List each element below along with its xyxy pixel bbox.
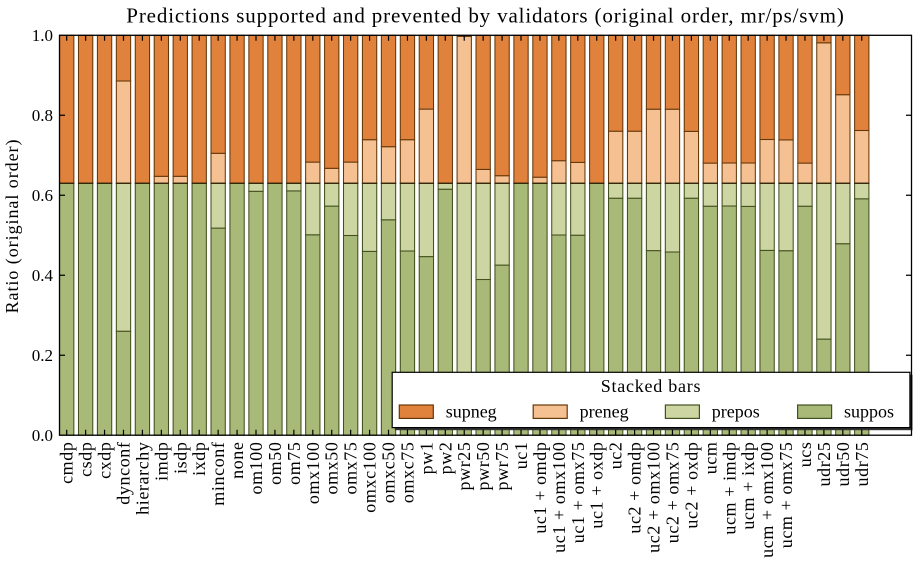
svg-text:pwr50: pwr50 <box>473 442 493 491</box>
svg-text:cmdp: cmdp <box>57 442 77 484</box>
svg-text:hierarchy: hierarchy <box>132 442 152 515</box>
svg-text:ucm + omx75: ucm + omx75 <box>776 442 796 549</box>
svg-text:om75: om75 <box>284 442 304 485</box>
svg-text:Ratio (original order): Ratio (original order) <box>2 139 23 314</box>
svg-text:supneg: supneg <box>446 402 497 422</box>
svg-text:ucm: ucm <box>700 442 720 475</box>
svg-text:om100: om100 <box>246 442 266 495</box>
svg-text:pw1: pw1 <box>416 442 436 475</box>
svg-text:uc1 + omx75: uc1 + omx75 <box>568 442 588 544</box>
svg-text:imdp: imdp <box>151 442 171 481</box>
svg-text:uc2 + oxdp: uc2 + oxdp <box>681 442 701 529</box>
svg-text:none: none <box>227 442 247 479</box>
svg-text:uc2 + omx75: uc2 + omx75 <box>662 442 682 544</box>
svg-text:omxc75: omxc75 <box>397 442 417 504</box>
svg-text:csdp: csdp <box>76 442 96 477</box>
svg-text:cxdp: cxdp <box>95 442 115 479</box>
svg-text:uc1 + omx100: uc1 + omx100 <box>549 442 569 553</box>
svg-text:pwr25: pwr25 <box>454 441 474 490</box>
svg-text:udr75: udr75 <box>852 442 872 487</box>
svg-text:ucm + omx100: ucm + omx100 <box>757 442 777 558</box>
svg-text:0.4: 0.4 <box>32 266 54 285</box>
svg-text:Stacked bars: Stacked bars <box>601 376 701 396</box>
svg-text:omx50: omx50 <box>322 442 342 495</box>
svg-text:preneg: preneg <box>580 402 629 422</box>
svg-text:0.2: 0.2 <box>32 346 53 365</box>
svg-text:Predictions supported and prev: Predictions supported and prevented by v… <box>126 3 844 27</box>
svg-text:uc1 + omdp: uc1 + omdp <box>530 442 550 534</box>
svg-text:isdp: isdp <box>170 442 190 474</box>
svg-text:0.0: 0.0 <box>32 426 53 445</box>
svg-text:ucm + imdp: ucm + imdp <box>719 442 739 535</box>
svg-text:ixdp: ixdp <box>189 442 209 476</box>
svg-text:0.8: 0.8 <box>32 106 53 125</box>
svg-text:ucm + ixdp: ucm + ixdp <box>738 442 758 530</box>
svg-text:pwr75: pwr75 <box>492 441 512 490</box>
svg-text:omx100: omx100 <box>303 442 323 505</box>
svg-text:uc1: uc1 <box>511 442 531 470</box>
svg-text:uc1 + oxdp: uc1 + oxdp <box>587 442 607 529</box>
svg-text:dynconf: dynconf <box>113 442 133 505</box>
svg-text:uc2: uc2 <box>606 442 626 470</box>
svg-text:omxc50: omxc50 <box>379 442 399 504</box>
svg-text:udr25: udr25 <box>814 442 834 487</box>
svg-text:prepos: prepos <box>712 402 760 422</box>
svg-text:uc2 + omx100: uc2 + omx100 <box>644 442 664 553</box>
svg-text:minconf: minconf <box>208 442 228 506</box>
svg-text:0.6: 0.6 <box>32 186 53 205</box>
svg-text:omx75: omx75 <box>341 442 361 495</box>
svg-text:uc2 + omdp: uc2 + omdp <box>625 442 645 534</box>
svg-text:1.0: 1.0 <box>32 26 53 45</box>
svg-text:suppos: suppos <box>844 402 894 422</box>
svg-text:udr50: udr50 <box>833 442 853 487</box>
svg-text:ucs: ucs <box>795 442 815 468</box>
svg-text:pw2: pw2 <box>435 442 455 475</box>
svg-text:om50: om50 <box>265 442 285 485</box>
svg-text:omxc100: omxc100 <box>360 442 380 513</box>
